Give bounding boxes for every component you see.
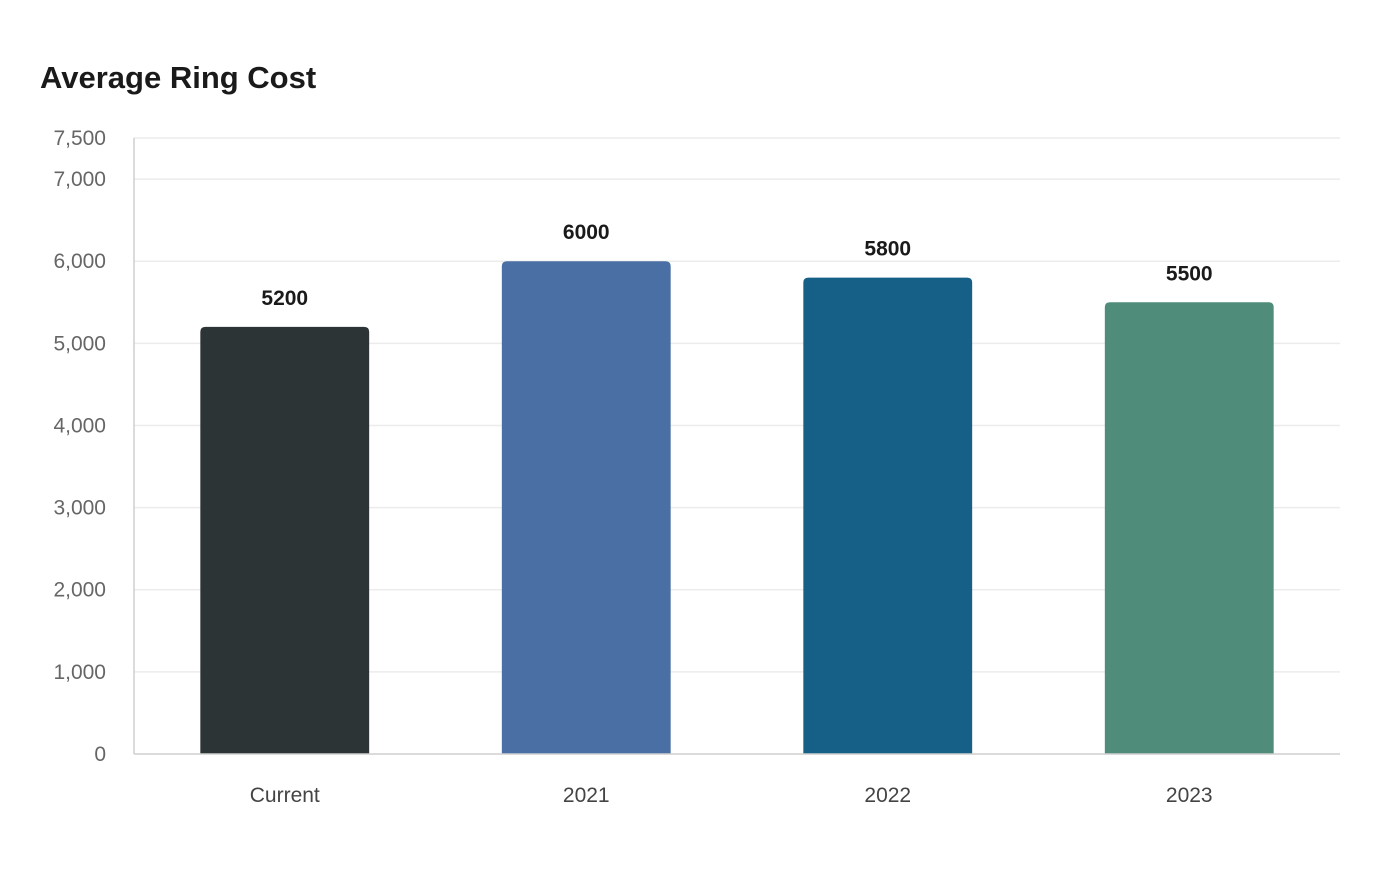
x-tick-label: 2021 [563, 784, 610, 807]
bar-value-label: 5200 [261, 287, 308, 310]
y-tick-label: 2,000 [53, 579, 106, 602]
bars [200, 261, 1274, 754]
chart-title: Average Ring Cost [40, 60, 317, 95]
bar-2021 [501, 261, 671, 754]
y-tick-label: 4,000 [53, 414, 106, 437]
y-tick-label: 5,000 [53, 332, 106, 355]
y-tick-label: 7,000 [53, 168, 106, 191]
y-tick-label: 1,000 [53, 661, 106, 684]
bar-2022 [803, 277, 973, 754]
axes: 0 1,000 2,000 3,000 4,000 5,000 6,000 7,000 7,50… [53, 127, 1340, 807]
bar-value-label: 6000 [563, 221, 610, 244]
bar-value-label: 5500 [1166, 262, 1213, 285]
bar-value-label: 5800 [864, 238, 911, 261]
y-tick-label: 0 [94, 743, 106, 766]
x-tick-label: 2023 [1166, 784, 1213, 807]
bar-current [200, 326, 370, 754]
y-tick-label: 7,500 [53, 127, 106, 150]
y-tick-label: 3,000 [53, 497, 106, 520]
y-tick-label: 6,000 [53, 250, 106, 273]
x-tick-label: 2022 [864, 784, 911, 807]
bar-2023 [1104, 302, 1274, 754]
data-labels: 5200 6000 5800 5500 [261, 221, 1212, 310]
x-tick-label: Current [250, 784, 320, 807]
